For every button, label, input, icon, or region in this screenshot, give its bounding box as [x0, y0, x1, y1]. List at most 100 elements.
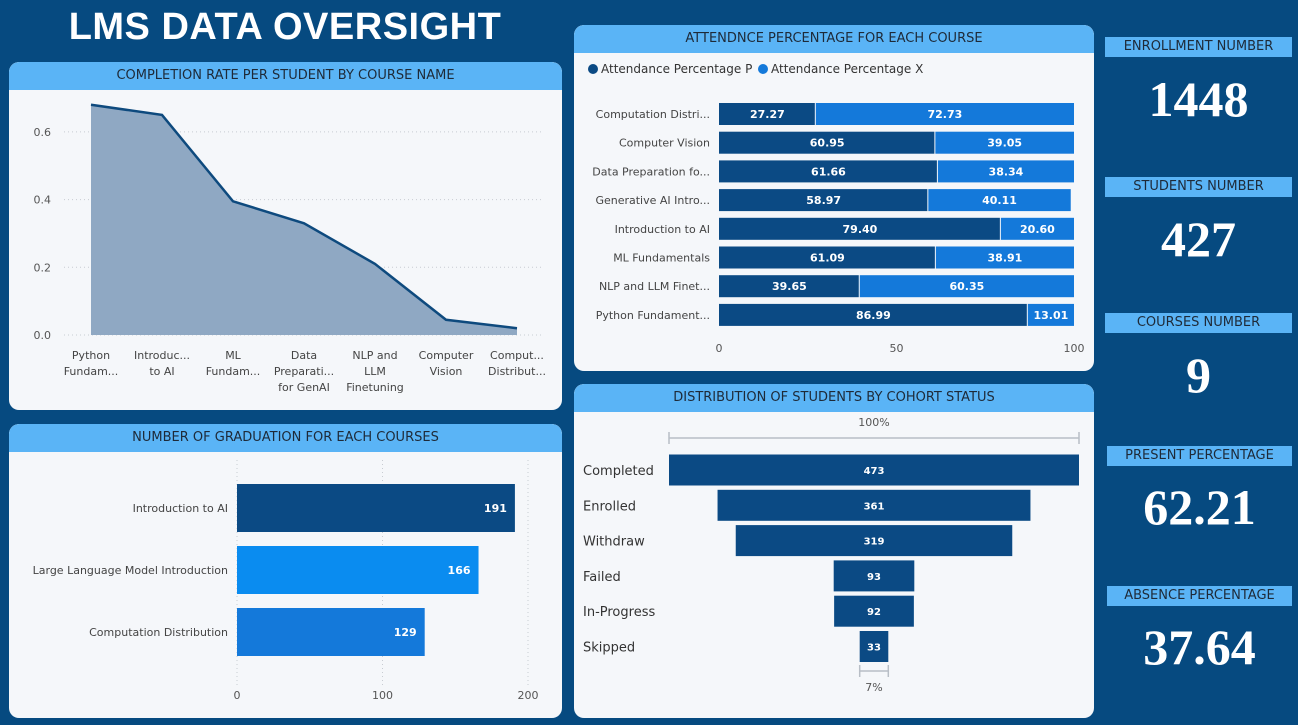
- page-title: LMS DATA OVERSIGHT: [68, 6, 502, 48]
- kpi-absence-label: ABSENCE PERCENTAGE: [1107, 586, 1292, 606]
- bar-value-label: 60.95: [810, 137, 845, 150]
- bar: [237, 608, 425, 656]
- funnel-category-label: In-Progress: [583, 605, 655, 620]
- x-tick-label: Python Fundam...: [64, 349, 119, 378]
- bar-segment: [719, 275, 859, 298]
- y-category-label: Introduction to AI: [133, 502, 228, 515]
- y-category-label: ML Fundamentals: [613, 252, 710, 265]
- kpi-enrollment-label: ENROLLMENT NUMBER: [1105, 37, 1292, 57]
- x-tick-label: 100: [372, 689, 393, 702]
- x-tick-label: Computer Vision: [419, 349, 474, 378]
- bar-value-label: 39.65: [772, 280, 807, 293]
- x-tick-label: 200: [518, 689, 539, 702]
- funnel-category-label: Skipped: [583, 641, 635, 656]
- funnel-bar: [834, 595, 914, 627]
- x-tick-label: Introduc... to AI: [134, 349, 190, 378]
- bar-value-label: 38.34: [989, 165, 1024, 178]
- bar-value-label: 38.91: [988, 252, 1023, 265]
- x-tick-label: Data Preparati... for GenAI: [274, 349, 334, 394]
- bar-segment: [935, 246, 1074, 269]
- bar-segment: [719, 160, 937, 183]
- bar-segment: [859, 275, 1074, 298]
- bar-value-label: 191: [484, 502, 507, 515]
- bar-value-label: 72.73: [928, 108, 963, 121]
- y-category-label: Introduction to AI: [615, 223, 710, 236]
- kpi-present-value: 62.21: [1143, 479, 1256, 535]
- legend-label: Attendance Percentage X: [771, 62, 923, 76]
- bar-value-label: 13.01: [1034, 309, 1069, 322]
- bar-value-label: 61.09: [810, 252, 845, 265]
- funnel-bar: [669, 454, 1079, 486]
- bar-value-label: 58.97: [806, 194, 841, 207]
- funnel-bar: [859, 631, 889, 662]
- y-tick-label: 0.0: [34, 329, 52, 342]
- funnel-category-label: Enrolled: [583, 499, 636, 514]
- y-category-label: NLP and LLM Finet...: [599, 280, 710, 293]
- legend-marker: [758, 64, 768, 74]
- y-tick-label: 0.6: [34, 126, 52, 139]
- funnel-bottom-label: 7%: [865, 681, 882, 694]
- bar-value-label: 86.99: [856, 309, 891, 322]
- funnel-bar: [717, 489, 1031, 521]
- x-tick-label: NLP and LLM Finetuning: [346, 349, 404, 394]
- bar-value-label: 61.66: [811, 165, 846, 178]
- attendance-title: ATTENDNCE PERCENTAGE FOR EACH COURSE: [574, 25, 1094, 53]
- x-tick-label: 50: [890, 342, 904, 355]
- bar-value-label: 39.05: [987, 137, 1022, 150]
- legend-marker: [588, 64, 598, 74]
- bar-segment: [719, 217, 1000, 240]
- bar-segment: [935, 131, 1074, 154]
- area-fill: [91, 104, 517, 335]
- funnel-value-label: 33: [867, 643, 881, 654]
- funnel-value-label: 93: [867, 572, 881, 583]
- bar-value-label: 60.35: [949, 280, 984, 293]
- bar: [237, 484, 515, 532]
- cohort-funnel-chart: 100% 473 Completed 361 Enrolled 319 Withdraw 93…: [583, 416, 1080, 694]
- y-tick-label: 0.4: [34, 194, 52, 207]
- bar-value-label: 129: [394, 626, 417, 639]
- graduation-card: NUMBER OF GRADUATION FOR EACH COURSES 0 1…: [9, 424, 562, 718]
- funnel-category-label: Failed: [583, 570, 621, 585]
- funnel-bar: [735, 525, 1013, 557]
- kpi-absence-value: 37.64: [1143, 619, 1256, 675]
- funnel-category-label: Withdraw: [583, 535, 645, 550]
- funnel-value-label: 361: [864, 501, 885, 512]
- y-category-label: Python Fundament...: [596, 309, 710, 322]
- x-tick-label: 100: [1064, 342, 1085, 355]
- cohort-card: DISTRIBUTION OF STUDENTS BY COHORT STATU…: [574, 384, 1094, 718]
- funnel-value-label: 473: [864, 466, 885, 477]
- completion-rate-title: COMPLETION RATE PER STUDENT BY COURSE NA…: [9, 62, 562, 90]
- legend-label: Attendance Percentage P: [601, 62, 752, 76]
- x-tick-label: Comput... Distribut...: [488, 349, 546, 378]
- bar-segment: [1027, 303, 1074, 326]
- attendance-chart: Attendance Percentage P Attendance Percen…: [588, 62, 1085, 355]
- funnel-bar: [833, 560, 915, 592]
- funnel-category-label: Completed: [583, 464, 654, 479]
- kpi-courses-value: 9: [1186, 347, 1211, 403]
- y-category-label: Computation Distribution: [89, 626, 228, 639]
- kpi-students-value: 427: [1161, 211, 1236, 267]
- graduation-title: NUMBER OF GRADUATION FOR EACH COURSES: [9, 424, 562, 452]
- bar-value-label: 166: [448, 564, 471, 577]
- bar-segment: [815, 103, 1074, 125]
- y-category-label: Large Language Model Introduction: [33, 564, 228, 577]
- bar-value-label: 27.27: [750, 108, 785, 121]
- x-tick-label: ML Fundam...: [206, 349, 261, 378]
- funnel-top-label: 100%: [858, 416, 889, 429]
- bar-segment: [719, 303, 1027, 326]
- y-category-label: Computation Distri...: [596, 108, 710, 121]
- x-tick-label: 0: [716, 342, 723, 355]
- funnel-value-label: 319: [864, 537, 885, 548]
- bar-value-label: 79.40: [843, 223, 878, 236]
- bar-segment: [928, 189, 1071, 212]
- cohort-title: DISTRIBUTION OF STUDENTS BY COHORT STATU…: [574, 384, 1094, 412]
- graduation-chart: 0 100 200 191 Introduction to AI 166 Large Lan…: [33, 460, 539, 702]
- kpi-students-label: STUDENTS NUMBER: [1105, 177, 1292, 197]
- completion-rate-chart: 0.0 0.2 0.4 0.6 Python Fundam... Introduc... to…: [34, 103, 546, 394]
- kpi-present-label: PRESENT PERCENTAGE: [1107, 446, 1292, 466]
- x-tick-label: 0: [234, 689, 241, 702]
- kpi-courses-label: COURSES NUMBER: [1105, 313, 1292, 333]
- kpi-enrollment-value: 1448: [1148, 71, 1249, 127]
- completion-rate-card: COMPLETION RATE PER STUDENT BY COURSE NA…: [9, 62, 562, 410]
- attendance-card: ATTENDNCE PERCENTAGE FOR EACH COURSE Att…: [574, 25, 1094, 371]
